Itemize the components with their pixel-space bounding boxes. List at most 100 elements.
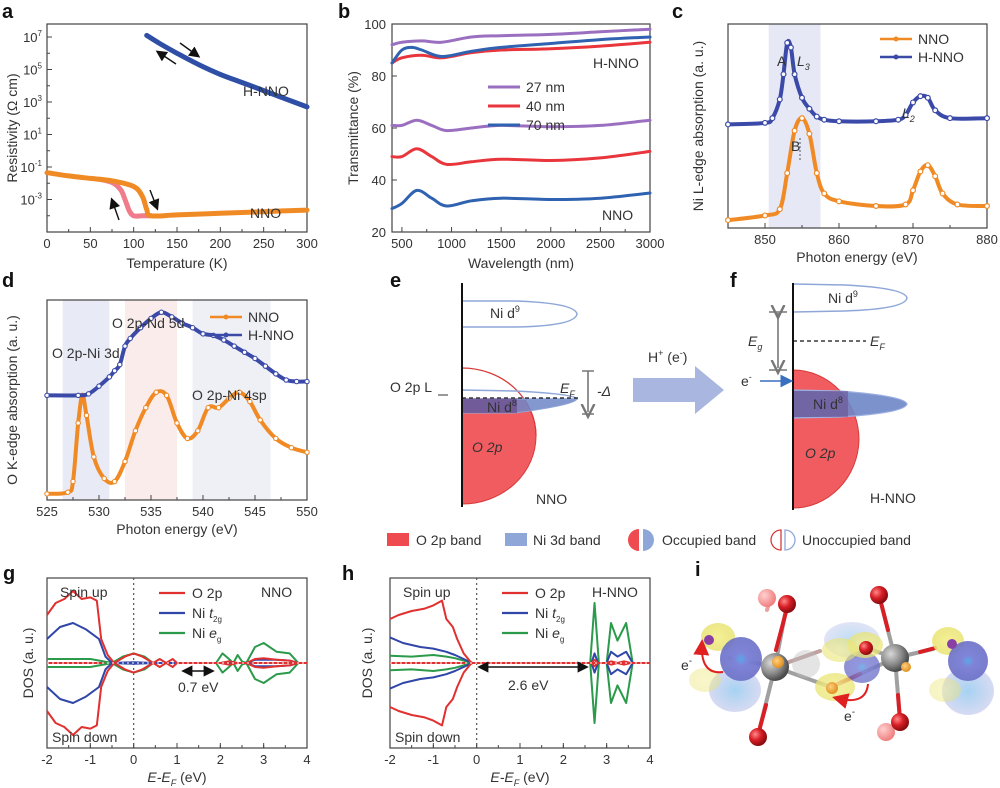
x-tick-label: 4: [303, 752, 310, 767]
legend-label: H-NNO: [248, 327, 294, 343]
y-tick-label: 105: [23, 62, 42, 78]
hydrogen-atom: [901, 662, 911, 672]
data-point: [954, 201, 961, 208]
x-tick-label: 500: [391, 236, 413, 251]
data-point: [174, 420, 180, 426]
legend-label-ni3d-band: Ni 3d band: [533, 532, 601, 548]
nickel-atom: [792, 650, 820, 678]
data-point: [769, 115, 776, 122]
x-tick-label: 0: [43, 236, 50, 251]
legend-label: 40 nm: [526, 98, 565, 114]
annotation-gap: 0.7 eV: [178, 679, 219, 695]
legend-label: Ni eg: [535, 625, 564, 644]
data-point: [122, 343, 128, 349]
data-point: [835, 198, 842, 205]
y-tick-label: 103: [23, 94, 42, 110]
data-point: [273, 371, 279, 377]
data-point: [798, 115, 805, 122]
oxygen-atom: [704, 635, 714, 645]
ni-d9-band: [462, 300, 578, 328]
annotation-peak-b: B: [791, 138, 800, 154]
label-ni-d9: Ni d9: [490, 304, 520, 321]
data-point: [132, 428, 139, 434]
annotation-gap: 2.6 eV: [508, 677, 549, 693]
data-point: [221, 337, 227, 343]
x-axis-label: Photon energy (eV): [116, 521, 237, 537]
data-point: [895, 116, 902, 123]
panel-e-band-diagram-nno: e O 2p L Ni d9 Ni d8 O 2p EF -Δ NNO: [390, 270, 611, 507]
annotation-h-nno: H-NNO: [592, 584, 638, 600]
data-point: [872, 118, 879, 125]
x-tick-labels: 0 50 100 150 200 250 300: [43, 227, 318, 251]
panel-label-i: i: [695, 559, 701, 581]
data-point: [288, 444, 295, 451]
data-point: [257, 417, 263, 423]
oxygen-atom: [877, 723, 895, 741]
series-group: [724, 38, 990, 224]
series-line-h-nno: [726, 38, 989, 127]
overlap-region: [462, 399, 517, 413]
x-tick-label: 0: [130, 752, 137, 767]
data-point: [761, 212, 768, 219]
annotation-spin-down: Spin down: [395, 729, 460, 745]
x-tick-label: 300: [296, 236, 318, 251]
data-point: [776, 206, 783, 213]
data-point: [91, 454, 97, 460]
y-axis-label: DOS (a. u.): [20, 628, 36, 699]
legend-label: H-NNO: [918, 49, 964, 65]
label-o2p: O 2p: [805, 445, 836, 461]
data-point: [231, 343, 237, 349]
label-o2p: O 2p: [472, 439, 503, 455]
data-point: [304, 449, 310, 456]
annotation-nno: NNO: [250, 205, 281, 221]
data-point: [75, 392, 81, 399]
x-tick-label: 1: [173, 752, 180, 767]
data-point: [902, 201, 909, 208]
y-tick-label: 20: [372, 225, 386, 240]
panel-d-o-k-edge-chart: d 525 530 535 540 545 550 NNO H-NNO Photon ene…: [2, 270, 318, 537]
warming-arrow-icon: [179, 42, 201, 58]
electron-hop-arrow-icon: [832, 683, 869, 709]
x-tick-labels: 850 860 870 880: [727, 223, 998, 247]
x-tick-label: -1: [428, 752, 440, 767]
data-point: [184, 435, 191, 442]
warming-arrow-icon: [148, 189, 160, 211]
isosurface-negative: [942, 667, 994, 715]
label-o2p-ligand-hole: O 2p L: [390, 379, 432, 395]
panel-i-charge-density-structure: i: [681, 559, 994, 746]
data-point: [158, 309, 165, 316]
x-tick-label: 870: [902, 232, 924, 247]
annotation-h-nno: H-NNO: [243, 83, 289, 99]
legend: NNO H-NNO: [880, 31, 964, 65]
annotation-spin-down: Spin down: [52, 729, 117, 745]
x-tick-label: 525: [36, 504, 58, 519]
label-fermi-level: EF: [870, 333, 885, 352]
panel-label-d: d: [2, 270, 14, 292]
legend-label: Ni t2g: [535, 605, 565, 624]
data-point: [241, 349, 248, 356]
data-point: [787, 44, 794, 51]
data-point: [784, 170, 791, 177]
x-tick-label: 880: [976, 232, 998, 247]
data-point: [924, 94, 931, 101]
x-tick-label: 3: [260, 752, 267, 767]
series-line-o-2p-spin-down: [46, 662, 307, 736]
panel-label-g: g: [3, 563, 15, 585]
data-point: [293, 378, 300, 385]
data-point: [148, 315, 154, 322]
label-nno: NNO: [536, 491, 567, 507]
series-line-27-nm-h-nno: [390, 27, 652, 47]
data-point: [780, 71, 787, 78]
oxygen-atom: [859, 641, 873, 655]
data-point: [65, 489, 71, 496]
panel-label-b: b: [338, 1, 350, 23]
series-line-o-2p-spin-up: [389, 599, 650, 664]
isosurface-positive: [822, 638, 858, 662]
series-line-ni-t2g-spin-down: [46, 662, 307, 704]
annotation-spin-up: Spin up: [403, 584, 451, 600]
oxygen-atom: [870, 586, 888, 604]
label-ni-d9: Ni d9: [828, 289, 858, 306]
legend-label: 27 nm: [526, 79, 565, 95]
y-tick-labels: 20 40 60 80 100: [364, 17, 397, 240]
